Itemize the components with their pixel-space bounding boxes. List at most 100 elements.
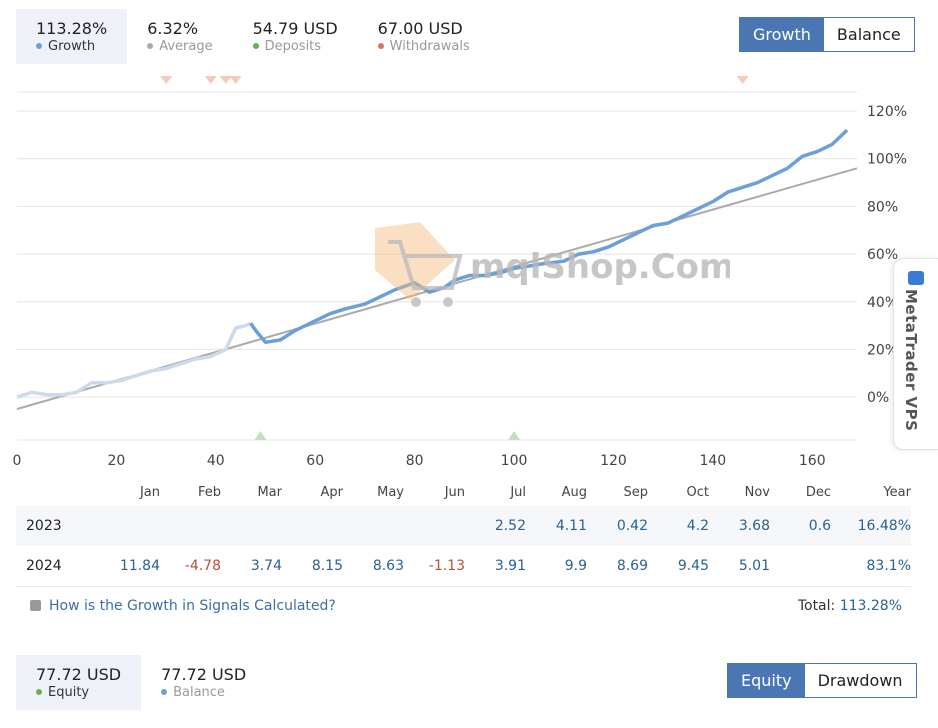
table-row: 2024 11.84 -4.78 3.74 8.15 8.63 -1.13 3.91 9.9 8.… [16,546,911,587]
withdrawal-marker[interactable] [736,76,749,84]
equity-dot-icon [36,688,42,695]
month-value-cell[interactable]: 5.01 [709,546,770,587]
month-value-cell[interactable]: 9.9 [526,546,587,587]
month-value-cell[interactable]: 8.15 [282,546,343,587]
growth-line-early [16,321,252,399]
month-value-cell[interactable]: 2.52 [494,518,526,534]
month-value-cell[interactable]: 0.42 [616,518,648,534]
month-value-cell[interactable]: -1.13 [404,546,465,587]
metatrader-vps-tab[interactable]: MetaTrader VPS [893,258,938,450]
x-tick-label: 120 [600,453,627,469]
month-value-cell [99,506,160,546]
month-value-cell[interactable]: 3.74 [221,546,282,587]
year-cell: 2024 [16,546,99,587]
stat-label: Deposits [264,39,322,54]
x-tick-label: 60 [306,453,324,469]
x-axis-labels: 0 20 40 60 80 100 120 140 160 [13,453,826,469]
x-tick-label: 160 [799,453,826,469]
chart-lines [16,128,858,410]
withdrawals-dot-icon [377,42,384,49]
y-tick-label: 40% [867,295,898,311]
growth-help-link[interactable]: How is the Growth in Signals Calculated? [30,598,336,614]
year-total-cell: 16.48% [857,518,911,534]
month-value-cell[interactable]: 3.68 [738,518,770,534]
month-header: Oct [686,484,709,500]
y-tick-label: 120% [867,104,907,120]
deposit-marker[interactable] [254,431,267,440]
stat-value: 77.72 USD [36,665,122,684]
table-row: 2023 2.52 4.11 0.42 4.2 3.68 0.6 16.48% [16,506,911,546]
month-value-cell [404,506,465,546]
growth-line [249,128,849,345]
year-cell: 2023 [26,518,62,534]
withdrawal-marker[interactable] [204,76,217,84]
x-tick-label: 0 [13,453,22,469]
month-value-cell[interactable]: 8.69 [587,546,648,587]
y-tick-label: 20% [867,342,898,358]
stat-label: Growth [48,39,96,54]
drawdown-button[interactable]: Drawdown [804,664,916,697]
vps-logo-icon [908,271,924,285]
x-tick-label: 100 [501,453,528,469]
x-tick-label: 40 [207,453,225,469]
chart-markers [160,76,749,440]
month-header: Jun [444,484,465,500]
equity-button[interactable]: Equity [728,664,805,697]
stats-row: 113.28% Growth 6.32% Average 54.79 USD D… [16,9,490,64]
month-header: Dec [805,484,831,500]
y-tick-label: 0% [867,390,889,406]
month-header: Apr [320,484,344,500]
month-value-cell[interactable]: 0.6 [808,518,831,534]
stat-growth[interactable]: 113.28% Growth [16,9,128,64]
monthly-returns-table: Jan Feb Mar Apr May Jun Jul Aug Sep Oct Nov Dec Year… [16,478,911,587]
stat-value: 6.32% [147,19,199,38]
month-value-cell[interactable]: 4.2 [686,518,709,534]
month-value-cell[interactable]: 3.91 [465,546,526,587]
deposit-marker[interactable] [508,431,521,440]
month-value-cell [770,546,831,587]
stat-value: 54.79 USD [252,19,338,38]
total-growth: Total: 113.28% [798,598,902,614]
stat-average[interactable]: 6.32% Average [127,9,232,64]
month-value-cell[interactable]: 4.11 [555,518,587,534]
month-header: Aug [561,484,587,500]
stat-withdrawals[interactable]: 67.00 USD Withdrawals [358,9,490,64]
stat-deposits[interactable]: 54.79 USD Deposits [233,9,358,64]
chart-mode-toggle: Growth Balance [739,17,915,52]
stat-value: 67.00 USD [377,19,463,38]
month-value-cell [343,506,404,546]
x-tick-label: 140 [699,453,726,469]
stat-balance[interactable]: 77.72 USD Balance [141,655,266,710]
withdrawal-marker[interactable] [219,76,232,84]
month-header: Jan [139,484,160,500]
equity-stats-row: 77.72 USD Equity 77.72 USD Balance [16,655,266,710]
month-value-cell [221,506,282,546]
balance-dot-icon [161,688,168,695]
month-value-cell[interactable]: 8.63 [343,546,404,587]
y-tick-label: 60% [867,247,898,263]
month-header: Sep [623,484,648,500]
month-header: Mar [257,484,282,500]
year-total-cell: 83.1% [831,546,911,587]
month-value-cell[interactable]: -4.78 [160,546,221,587]
chart-grid [17,91,857,441]
help-link-text: How is the Growth in Signals Calculated? [49,598,336,614]
y-axis-labels: 0% 20% 40% 60% 80% 100% 120% [867,104,907,406]
withdrawal-marker[interactable] [229,76,242,84]
stat-label: Average [159,39,213,54]
balance-button[interactable]: Balance [823,18,914,51]
growth-button[interactable]: Growth [740,18,824,51]
header-blank [16,478,99,506]
month-value-cell[interactable]: 11.84 [99,546,160,587]
month-value-cell[interactable]: 9.45 [648,546,709,587]
withdrawal-marker[interactable] [160,76,173,84]
vps-label: MetaTrader VPS [902,289,920,432]
month-header: Year [883,484,911,500]
month-header: May [377,484,404,500]
average-dot-icon [147,42,154,49]
stat-equity[interactable]: 77.72 USD Equity [16,655,142,710]
growth-dot-icon [36,42,42,49]
equity-mode-toggle: Equity Drawdown [727,663,917,698]
month-value-cell [160,506,221,546]
stat-label: Equity [48,685,90,700]
